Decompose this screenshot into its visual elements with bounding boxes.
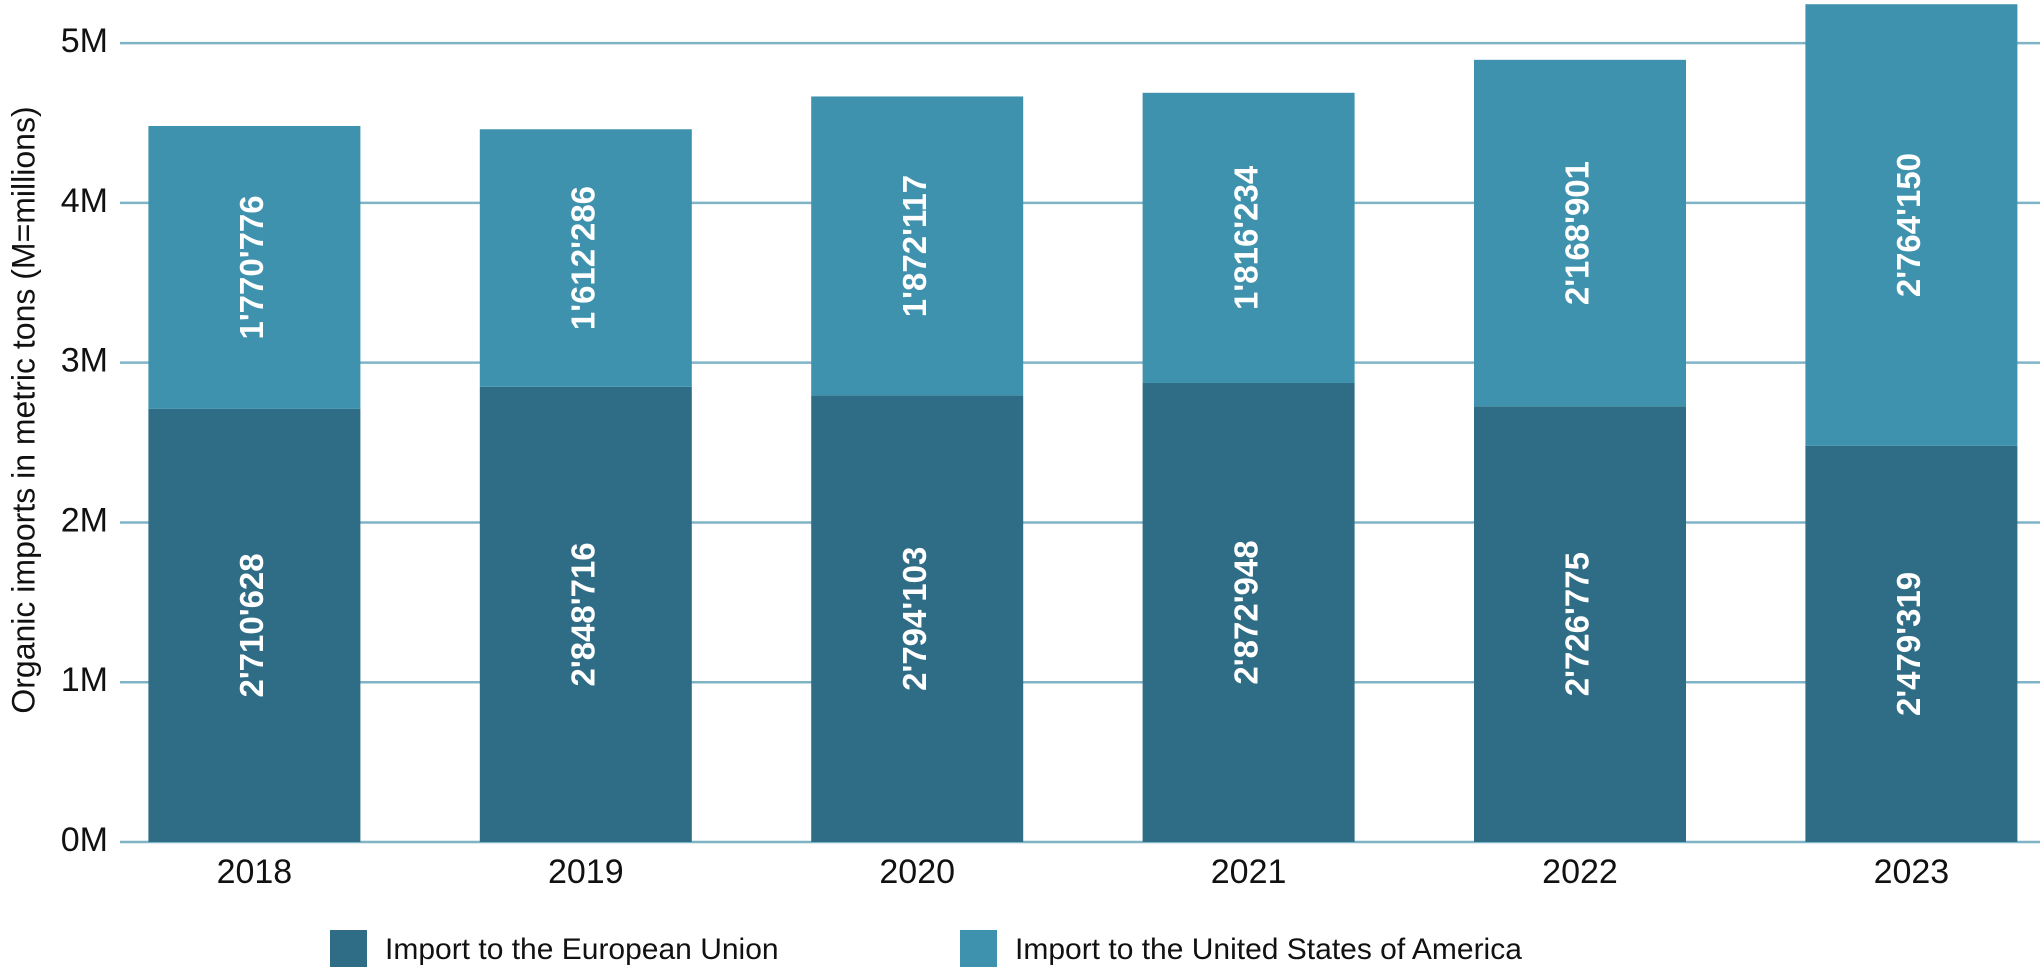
x-tick-label: 2018 — [217, 853, 293, 891]
y-tick-label: 3M — [61, 342, 108, 380]
bar-segment — [1474, 406, 1686, 842]
y-tick-label: 0M — [61, 821, 108, 859]
value-label: 2'872'948 — [1227, 540, 1264, 684]
x-tick-label: 2021 — [1211, 853, 1287, 891]
bar-segment — [148, 408, 361, 842]
y-tick-label: 1M — [61, 661, 108, 699]
bar-segment — [148, 125, 361, 409]
y-axis-title: Organic imports in metric tons (M=millio… — [5, 106, 41, 713]
value-label: 1'770'776 — [233, 195, 270, 339]
value-label: 2'479'319 — [1890, 572, 1927, 716]
bar-segment — [1805, 445, 2018, 842]
legend-label: Import to the United States of America — [1015, 933, 1522, 966]
y-tick-label: 2M — [61, 501, 108, 539]
bar-segment — [1474, 59, 1686, 407]
value-label: 2'794'103 — [896, 547, 933, 691]
x-tick-label: 2020 — [879, 853, 955, 891]
value-label: 2'764'150 — [1890, 153, 1927, 297]
bar-segment — [811, 395, 1024, 842]
legend-swatch — [960, 930, 997, 967]
bar-segment — [479, 386, 692, 842]
bar-segment — [811, 96, 1024, 396]
legend-swatch — [330, 930, 367, 967]
value-label: 2'710'628 — [233, 553, 270, 697]
value-label: 1'816'234 — [1227, 165, 1264, 310]
bar-segment — [1805, 4, 2018, 446]
value-label: 1'872'117 — [896, 175, 933, 317]
y-tick-label: 5M — [61, 22, 108, 60]
value-label: 2'168'901 — [1559, 161, 1596, 305]
bar-segment — [1142, 92, 1355, 383]
x-tick-label: 2022 — [1542, 853, 1618, 891]
x-tick-label: 2023 — [1874, 853, 1950, 891]
bar-segment — [1142, 382, 1355, 842]
value-label: 1'612'286 — [565, 186, 602, 330]
y-tick-label: 4M — [61, 182, 108, 220]
bar-segment — [479, 129, 692, 387]
value-label: 2'726'775 — [1559, 552, 1596, 696]
x-tick-label: 2019 — [548, 853, 624, 891]
legend-label: Import to the European Union — [385, 933, 779, 966]
value-label: 2'848'716 — [565, 542, 602, 686]
